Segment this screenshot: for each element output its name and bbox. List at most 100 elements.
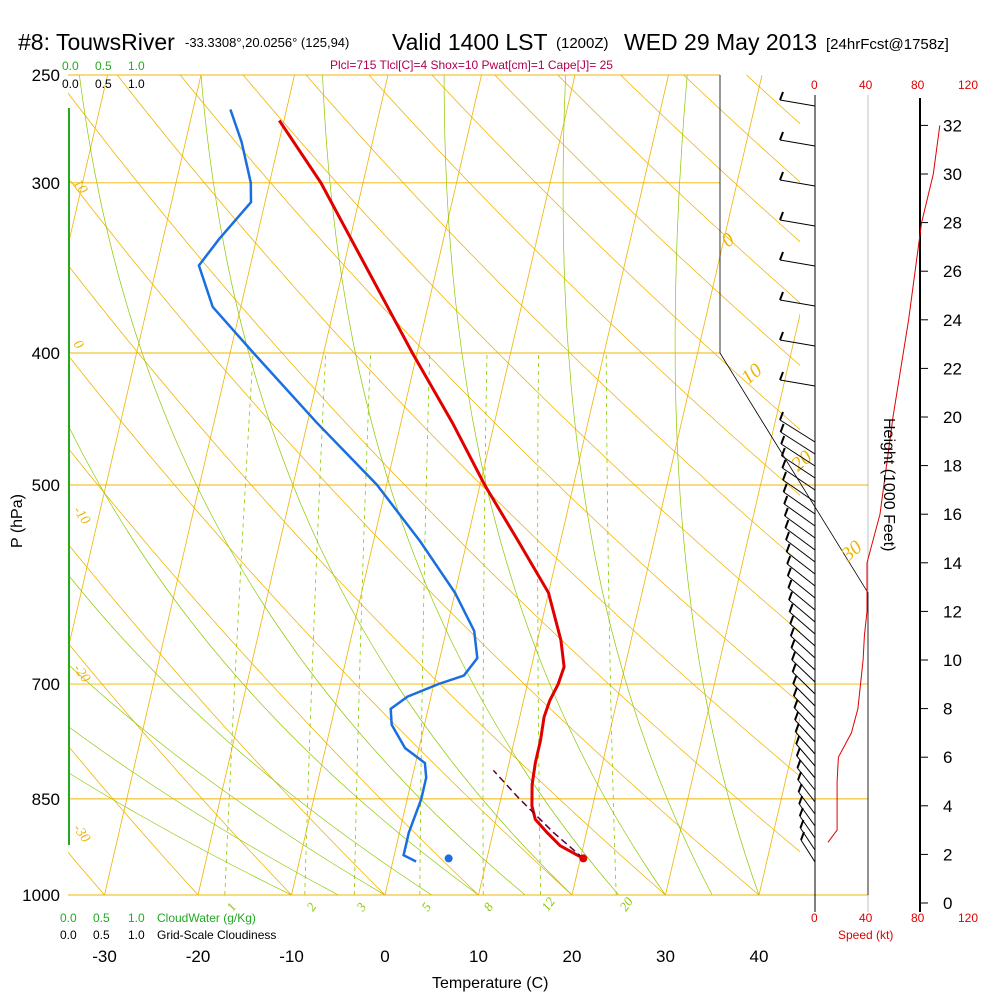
valid-date: WED 29 May 2013 [624, 29, 817, 55]
wind-barb-flag [779, 411, 784, 421]
dry-adiabat-label: -20 [70, 662, 93, 686]
pressure-tick-label: 250 [32, 66, 60, 85]
wind-barb [797, 767, 816, 791]
height-tick-label: 10 [943, 651, 962, 670]
height-tick-label: 22 [943, 359, 962, 378]
height-tick-label: 28 [943, 214, 962, 233]
x-tick-label: 20 [563, 947, 582, 966]
wind-barb [779, 219, 816, 227]
height-tick-label: 0 [943, 894, 952, 913]
wind-barb-flag [779, 251, 784, 261]
wind-barb-flag [795, 747, 801, 757]
wind-barb-flag [789, 627, 795, 637]
x-tick-label: -10 [279, 947, 304, 966]
wind-barb-flag [794, 723, 800, 733]
cloudwater-tick-bottom-2: 1.0 [128, 911, 145, 925]
station-title: #8: TouwsRiver [18, 29, 175, 55]
wind-barb [785, 539, 816, 563]
cloudwater-tick-bottom-1: 0.5 [93, 911, 110, 925]
speed-label: Speed (kt) [838, 928, 893, 942]
wind-barb-flag [779, 91, 784, 101]
wind-barb [799, 815, 816, 839]
wind-barb [783, 503, 816, 527]
wind-barb [793, 695, 816, 719]
pressure-tick-label: 850 [32, 790, 60, 809]
wind-barb [782, 479, 816, 503]
wind-barb [795, 731, 816, 755]
wind-barb [796, 755, 816, 779]
height-tick-label: 30 [943, 165, 962, 184]
wind-barb-flag [779, 423, 785, 433]
wind-barb [779, 179, 816, 187]
x-tick-label: -20 [186, 947, 211, 966]
wind-speed-profile [827, 125, 941, 843]
wind-barb [789, 611, 816, 635]
speed-tick-top-1: 40 [859, 78, 873, 92]
cloudiness-tick-bottom-0: 0.0 [60, 928, 77, 942]
moist-adiabat-label: 10 [737, 359, 766, 389]
wind-barb [781, 455, 816, 479]
isotherm-line [0, 75, 14, 895]
cloudwater-tick-top-2: 1.0 [128, 59, 145, 73]
wind-barb-flag [788, 603, 794, 613]
wind-barb-flag [785, 543, 791, 553]
wind-barb-flag [780, 447, 786, 457]
wind-barb-flag [800, 831, 805, 841]
dry-adiabat-label: 10 [70, 177, 90, 197]
wind-barb-flag [791, 663, 797, 673]
wind-barb [779, 419, 816, 443]
wind-barb-flag [799, 819, 805, 829]
height-tick-label: 16 [943, 505, 962, 524]
speed-tick-bottom-2: 80 [911, 911, 925, 925]
x-tick-label: 30 [656, 947, 675, 966]
wind-barb-flag [782, 471, 787, 481]
wind-barb [779, 139, 816, 147]
y-axis-title: P (hPa) [9, 494, 26, 548]
wind-barb-flag [798, 795, 804, 805]
cloudiness-label: Grid-Scale Cloudiness [157, 928, 276, 942]
wind-barb [780, 431, 816, 455]
wind-barb-flag [779, 131, 784, 141]
height-axis-title: Height (1000 Feet) [880, 418, 897, 551]
wind-barb [800, 839, 816, 863]
mixing-ratio-line [537, 352, 541, 895]
mixing-ratio-label: 20 [616, 894, 636, 914]
dry-adiabat-line [0, 75, 11, 895]
mixing-ratio-label: 3 [353, 899, 370, 914]
moist-adiabat-label: 30 [836, 536, 866, 566]
cloudwater-tick-top-0: 0.0 [62, 59, 79, 73]
dry-adiabat-label: -30 [70, 822, 93, 846]
speed-tick-bottom-3: 120 [958, 911, 978, 925]
mixing-ratio-label: 12 [538, 894, 558, 914]
wind-barb-flag [798, 807, 804, 817]
plot-right-border [719, 75, 869, 895]
cloudiness-tick-top-1: 0.5 [95, 77, 112, 91]
mixing-ratio-label: 5 [418, 899, 434, 913]
pressure-tick-label: 700 [32, 675, 60, 694]
wind-barb [783, 491, 816, 515]
height-tick-label: 12 [943, 602, 962, 621]
x-tick-label: 10 [469, 947, 488, 966]
wind-barb [792, 671, 816, 695]
x-tick-label: 40 [750, 947, 769, 966]
wind-barb [794, 707, 816, 731]
mixing-ratio-line [304, 352, 327, 895]
dry-adiabat-line [68, 543, 386, 895]
speed-tick-bottom-1: 40 [859, 911, 873, 925]
dry-adiabat-line [935, 75, 1000, 895]
mixing-ratio-label: 8 [480, 899, 496, 913]
speed-tick-bottom-0: 0 [811, 911, 818, 925]
wind-barb-flag [792, 687, 798, 697]
wind-barb-flag [786, 555, 792, 565]
wind-barb-flag [797, 771, 802, 781]
forecast-label: [24hrFcst@1758z] [826, 36, 949, 53]
wind-barb-flag [784, 519, 790, 529]
dewpoint-line [197, 109, 479, 863]
cloudiness-tick-top-2: 1.0 [128, 77, 145, 91]
wind-barb-flag [781, 459, 787, 469]
mixing-ratio-line [224, 352, 254, 895]
height-tick-label: 32 [943, 116, 962, 135]
cloudwater-tick-top-1: 0.5 [95, 59, 112, 73]
wind-barb [779, 379, 816, 387]
